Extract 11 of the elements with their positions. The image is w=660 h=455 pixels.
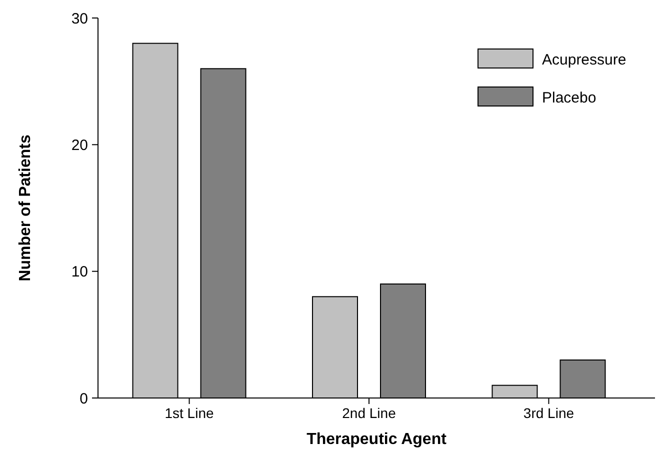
legend-label: Placebo — [542, 89, 596, 106]
y-axis-title: Number of Patients — [17, 134, 34, 282]
y-tick-label: 20 — [71, 136, 88, 154]
x-axis-title: Therapeutic Agent — [306, 431, 448, 448]
x-tick-label: 3rd Line — [523, 405, 574, 421]
x-tick-label: 1st Line — [164, 405, 214, 421]
y-tick-label: 10 — [71, 264, 88, 281]
y-tick-label: 0 — [80, 390, 88, 408]
legend-label: Acupressure — [542, 51, 626, 68]
x-tick-label: 2nd Line — [342, 405, 396, 421]
y-tick-label: 30 — [71, 10, 88, 28]
